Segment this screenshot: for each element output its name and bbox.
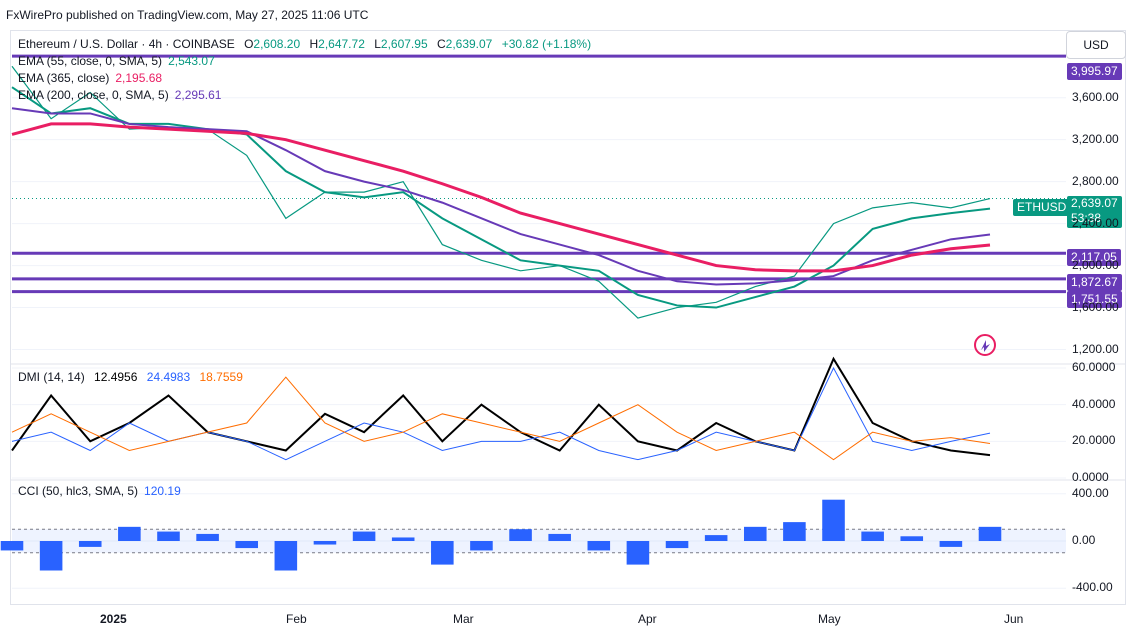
symbol-tag: ETHUSD xyxy=(1013,199,1071,216)
cci-bar-19 xyxy=(743,526,767,541)
cci-bar-10 xyxy=(391,537,415,541)
cci-bar-2 xyxy=(78,541,102,547)
price-tick-2: 2,800.00 xyxy=(1072,173,1119,188)
ohlc-high: H2,647.72 xyxy=(309,37,365,51)
main-legend: Ethereum / U.S. Dollar · 4h · COINBASE O… xyxy=(18,37,597,51)
dmi-tick-2: 20.0000 xyxy=(1072,433,1116,448)
time-tick-4: May xyxy=(818,612,841,626)
ema55-legend: EMA (55, close, 0, SMA, 5) 2,543.07 xyxy=(18,54,215,68)
ema200-legend: EMA (200, close, 0, SMA, 5) 2,295.61 xyxy=(18,88,222,102)
ohlc-low: L2,607.95 xyxy=(374,37,428,51)
publisher-line: FxWirePro published on TradingView.com, … xyxy=(6,8,369,22)
cci-bar-24 xyxy=(939,541,963,547)
cci-bar-3 xyxy=(118,526,141,541)
cci-bar-12 xyxy=(470,541,493,551)
price-tick-6: 1,200.00 xyxy=(1072,341,1119,356)
time-tick-5: Jun xyxy=(1004,612,1024,626)
dmi-minus-line xyxy=(11,376,991,461)
ema365-line xyxy=(11,122,991,273)
cci-bar-0 xyxy=(0,541,24,551)
dmi-adx-line xyxy=(11,356,991,457)
cci-bar-4 xyxy=(157,531,180,541)
ohlc-change: +30.82 (+1.18%) xyxy=(501,37,592,51)
cci-bar-17 xyxy=(665,541,689,549)
ohlc-open: O2,608.20 xyxy=(244,37,301,51)
level-tag-1: 3,995.97 xyxy=(1067,63,1122,80)
ohlc-close: C2,639.07 xyxy=(436,37,493,51)
cci-bar-21 xyxy=(822,499,845,541)
price-tick-4: 2,000.00 xyxy=(1072,257,1119,272)
price-tick-3: 2,400.00 xyxy=(1072,215,1119,230)
dmi-legend: DMI (14, 14) 12.4956 24.4983 18.7559 xyxy=(18,370,243,384)
cci-legend: CCI (50, hlc3, SMA, 5) 120.19 xyxy=(18,484,181,498)
cci-bar-6 xyxy=(235,541,259,549)
time-tick-3: Apr xyxy=(638,612,657,626)
price-tick-5: 1,600.00 xyxy=(1072,299,1119,314)
cci-bar-11 xyxy=(431,541,454,565)
cci-bar-15 xyxy=(587,541,611,551)
cci-bar-5 xyxy=(196,533,219,541)
cci-tick-2: -400.00 xyxy=(1072,580,1113,595)
cci-bar-7 xyxy=(274,541,298,571)
symbol-title: Ethereum / U.S. Dollar · 4h · COINBASE xyxy=(18,37,235,51)
cci-tick-0: 400.00 xyxy=(1072,485,1109,500)
currency-button[interactable]: USD xyxy=(1066,31,1126,59)
cci-bar-20 xyxy=(783,522,806,541)
ema365-legend: EMA (365, close) 2,195.68 xyxy=(18,71,163,85)
price-tick-1: 3,200.00 xyxy=(1072,131,1119,146)
cci-bar-18 xyxy=(704,535,728,541)
level-tag-4: 1,751.55 xyxy=(1067,291,1122,308)
ema55-line xyxy=(11,86,991,309)
time-tick-1: Feb xyxy=(286,612,307,626)
price-tick-0: 3,600.00 xyxy=(1072,89,1119,104)
ema200-line xyxy=(11,107,991,286)
time-tick-2: Mar xyxy=(453,612,474,626)
dmi-tick-1: 40.0000 xyxy=(1072,396,1116,411)
cci-bar-1 xyxy=(39,541,63,571)
cci-bar-16 xyxy=(626,541,650,565)
cci-bar-13 xyxy=(509,529,532,541)
time-tick-0: 2025 xyxy=(100,612,127,626)
cci-bar-23 xyxy=(900,536,924,541)
level-tag-2: 2,117.05 xyxy=(1067,249,1121,266)
cci-tick-1: 0.00 xyxy=(1072,533,1096,547)
chart-frame xyxy=(10,30,1126,605)
dmi-tick-3: 0.0000 xyxy=(1072,470,1109,484)
cci-bar-14 xyxy=(548,533,571,541)
dmi-tick-0: 60.0000 xyxy=(1072,360,1116,374)
cci-bar-25 xyxy=(978,526,1002,541)
cci-bar-9 xyxy=(352,531,376,541)
cci-bar-8 xyxy=(313,541,337,545)
cci-bar-22 xyxy=(861,531,884,541)
level-tag-3: 1,872.67 xyxy=(1067,274,1122,291)
last-price-tag: 2,639.07 53:38 xyxy=(1067,196,1122,228)
tradingview-logo-icon xyxy=(974,334,996,356)
